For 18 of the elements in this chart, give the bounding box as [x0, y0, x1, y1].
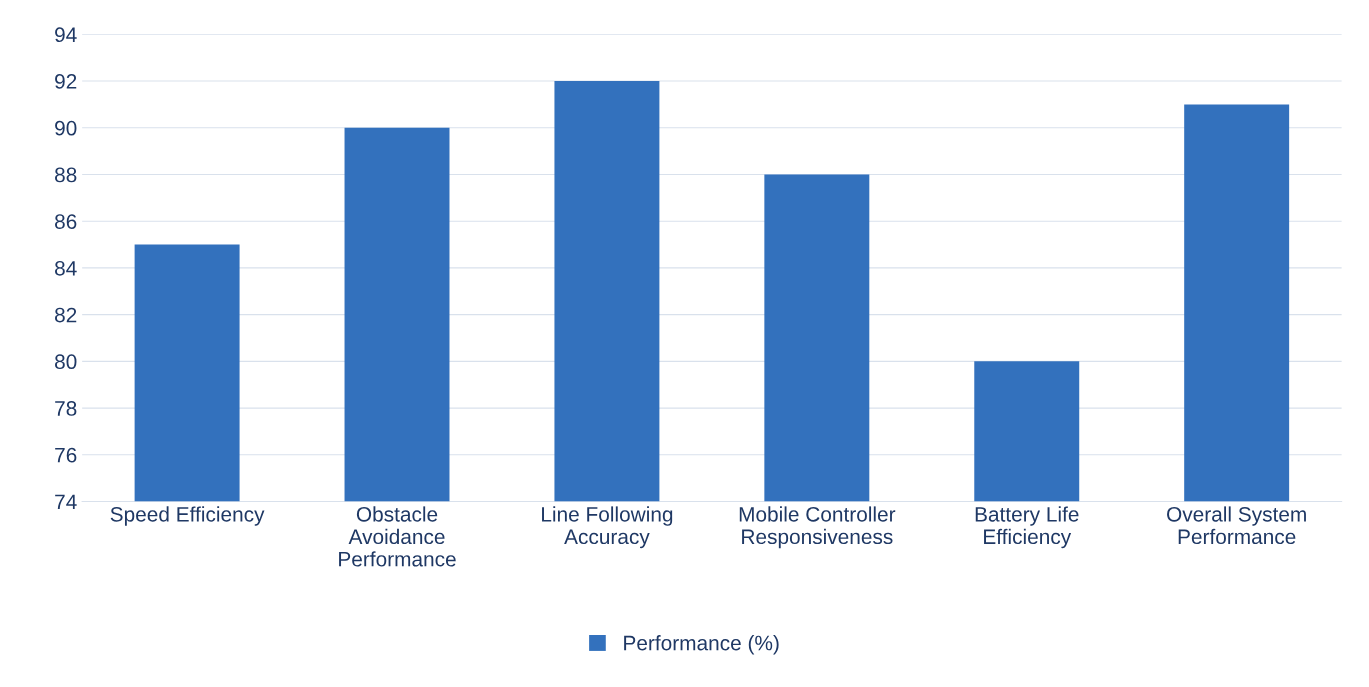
y-tick-label: 74 — [55, 494, 77, 510]
x-tick-label: Overall System Performance — [1167, 506, 1306, 545]
x-tick-label: Obstacle Avoidance Performance — [339, 506, 456, 567]
y-tick-label: 80 — [55, 354, 77, 370]
y-tick-label: 88 — [55, 167, 77, 183]
y-tick-label: 76 — [55, 447, 77, 463]
y-tick-label: 82 — [55, 307, 77, 323]
x-tick-label: Mobile Controller Responsiveness — [739, 506, 896, 549]
y-tick-label: 94 — [55, 27, 77, 43]
x-tick-label: Line Following Accuracy — [542, 506, 673, 549]
x-tick-label: Battery Life Efficiency — [975, 506, 1079, 549]
y-tick-label: 86 — [55, 214, 77, 229]
y-tick-label: 92 — [55, 74, 77, 89]
y-tick-label: 90 — [55, 120, 77, 136]
y-tick-label: 78 — [55, 401, 77, 416]
legend-label: Performance (%) — [624, 635, 779, 655]
x-tick-label: Speed Efficiency — [110, 506, 265, 526]
y-tick-label: 84 — [55, 260, 77, 276]
